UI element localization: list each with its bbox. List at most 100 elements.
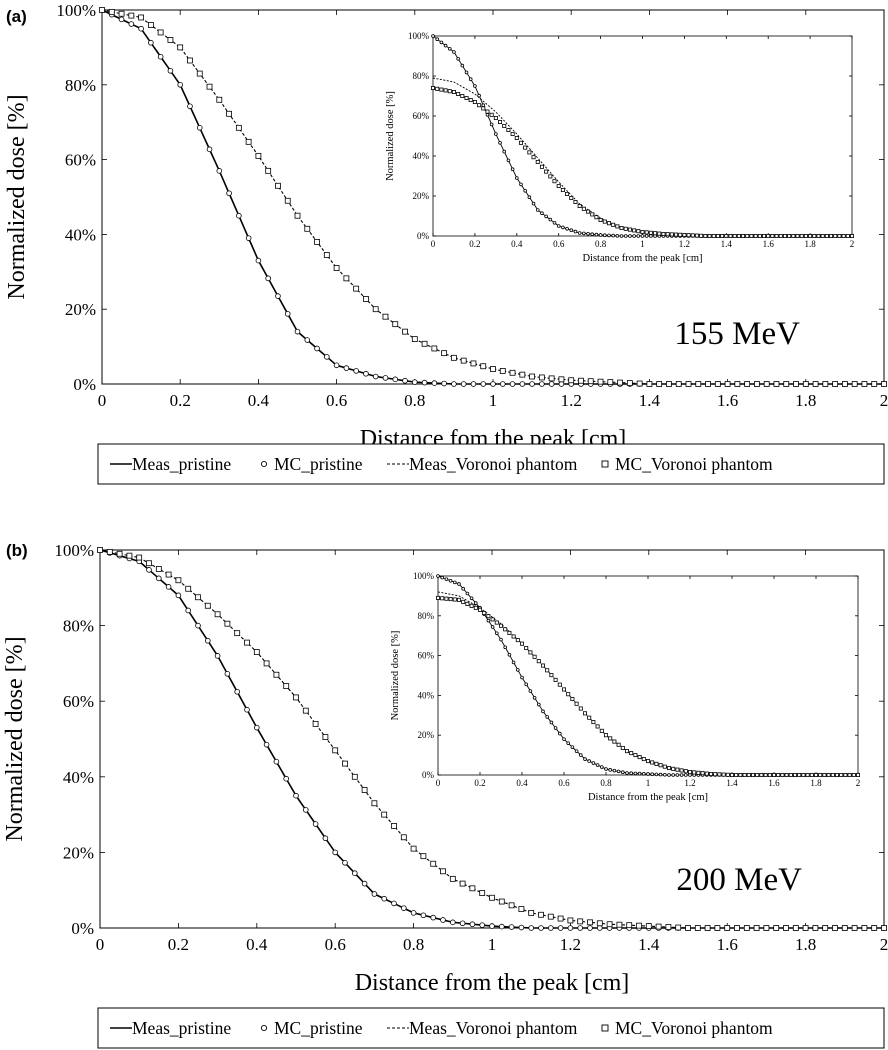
data-point-square <box>314 238 320 245</box>
data-point-square <box>363 296 369 302</box>
inset-data-point-circle <box>443 43 448 48</box>
data-point-square <box>165 571 172 578</box>
inset-data-point-circle <box>439 40 444 45</box>
inset-x-tick-label: 1.8 <box>810 778 822 788</box>
data-point-circle <box>284 311 291 317</box>
inset-x-tick-label: 0.6 <box>558 778 570 788</box>
data-point-circle <box>148 39 154 46</box>
inset-data-point-square <box>829 233 834 238</box>
inset-data-point-square <box>653 231 658 236</box>
inset-data-point-circle <box>599 765 604 769</box>
inset-data-point-square <box>633 753 638 758</box>
data-point-square <box>773 925 780 931</box>
inset-data-point-square <box>452 597 457 602</box>
data-point-square <box>538 911 544 918</box>
inset-data-point-circle <box>447 46 452 51</box>
inset-data-point-square <box>493 116 498 121</box>
data-point-circle <box>449 919 456 926</box>
inset-data-point-square <box>629 751 634 756</box>
inset-data-point-circle <box>477 93 481 98</box>
inset-data-point-circle <box>503 645 508 650</box>
data-point-square <box>783 925 789 931</box>
legend-swatch-mc-voronoi <box>601 460 609 468</box>
inset-data-point-square <box>482 611 487 616</box>
x-tick-label: 0.4 <box>246 935 268 954</box>
data-point-square <box>99 7 105 13</box>
data-point-square <box>509 369 516 376</box>
data-point-square <box>606 921 613 928</box>
data-point-square <box>704 925 711 931</box>
data-point-square <box>538 374 545 381</box>
data-point-square <box>773 381 780 387</box>
inset-data-point-square <box>527 150 532 155</box>
data-point-square <box>607 379 614 386</box>
inset-data-point-square <box>532 654 537 659</box>
panel-b: (b)0 0.2 0.4 0.6 0.8 1 1.2 1.4 1.6 1.8 20%20%40%60… <box>2 541 888 1049</box>
data-point-circle <box>206 146 213 153</box>
inset-data-point-circle <box>641 772 646 776</box>
inset-data-point-square <box>565 191 570 196</box>
inset-data-point-circle <box>494 631 499 636</box>
inset-x-tick-label: 0.4 <box>511 239 523 249</box>
data-point-circle <box>302 807 309 813</box>
inset-data-point-circle <box>436 574 440 578</box>
x-tick-label: 1.2 <box>561 391 582 410</box>
data-point-circle <box>324 354 330 360</box>
data-point-circle <box>185 607 192 614</box>
data-point-square <box>490 366 496 372</box>
inset-data-point-square <box>473 605 478 610</box>
inset-data-point-circle <box>625 771 629 775</box>
inset-data-point-circle <box>473 84 477 88</box>
inset-data-point-square <box>818 773 823 778</box>
data-point-square <box>118 10 125 17</box>
inset-data-point-square <box>746 773 751 778</box>
inset-x-tick-label: 0.6 <box>553 239 565 249</box>
inset-data-point-square <box>545 668 550 673</box>
inset-data-point-circle <box>473 601 478 605</box>
inset-data-point-square <box>728 233 733 238</box>
data-point-square <box>138 14 145 21</box>
data-point-circle <box>138 25 144 32</box>
panel-label: (b) <box>6 541 28 560</box>
inset-data-point-square <box>787 233 792 238</box>
inset-data-point-square <box>569 195 574 200</box>
inset-data-point-circle <box>675 773 680 777</box>
inset-data-point-square <box>751 773 756 778</box>
data-point-circle <box>195 622 201 629</box>
inset-data-point-square <box>577 203 582 208</box>
inset-data-point-square <box>780 773 785 778</box>
data-point-square <box>754 381 760 387</box>
data-point-circle <box>518 924 525 931</box>
series-markers-mc-voronoi-phantom <box>99 7 887 387</box>
data-point-circle <box>224 670 231 677</box>
inset-y-tick-label: 100% <box>408 31 430 41</box>
data-point-square <box>322 734 329 741</box>
data-point-circle <box>430 914 437 921</box>
legend: Meas_pristine MC_pristine Meas_Voronoi pha… <box>97 443 885 485</box>
inset-data-point-square <box>477 607 482 612</box>
inset-data-point-circle <box>557 731 562 736</box>
inset-data-point-square <box>632 228 637 233</box>
data-point-square <box>568 377 575 384</box>
inset-data-point-square <box>594 215 599 220</box>
data-point-square <box>253 649 260 655</box>
data-point-square <box>626 380 633 386</box>
inset-data-point-circle <box>602 233 607 238</box>
inset-data-point-circle <box>632 234 636 238</box>
inset-data-point-circle <box>498 141 502 145</box>
inset-data-point-square <box>498 120 503 125</box>
x-tick-label: 0.2 <box>170 391 191 410</box>
inset-data-point-square <box>536 659 541 664</box>
data-point-square <box>783 381 790 387</box>
data-point-square <box>420 853 427 860</box>
inset-data-point-square <box>619 225 624 230</box>
inset-data-point-square <box>627 227 632 232</box>
inset-x-tick-label: 1.8 <box>804 239 816 249</box>
inset-data-point-circle <box>604 767 608 771</box>
data-point-square <box>195 594 201 601</box>
data-point-circle <box>371 891 378 897</box>
data-point-square <box>656 381 663 387</box>
inset-y-tick-label: 80% <box>418 611 435 621</box>
inset-data-point-square <box>736 233 741 238</box>
inset-data-point-square <box>623 226 628 231</box>
